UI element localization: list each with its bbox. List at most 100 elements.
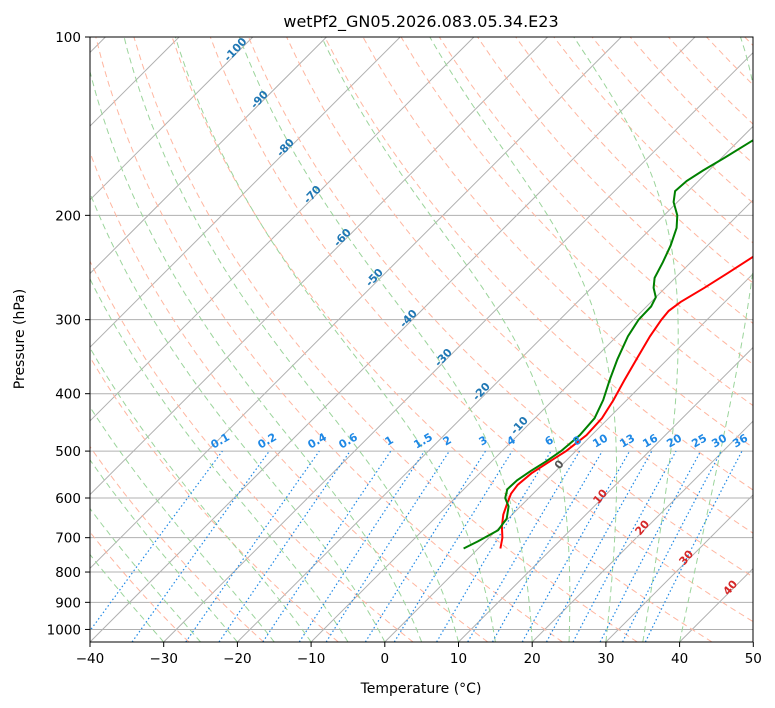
isotherm-line bbox=[163, 51, 753, 642]
isotherm-line bbox=[752, 641, 753, 642]
isotherm-line bbox=[90, 37, 327, 275]
dry-adiabat-line bbox=[515, 37, 753, 284]
dry-adiabat-label: -50 bbox=[363, 266, 386, 290]
moist-adiabat-line bbox=[90, 507, 201, 642]
moist-adiabat-line bbox=[429, 37, 618, 642]
y-tick-label: 700 bbox=[55, 531, 81, 547]
moist-adiabat-line bbox=[90, 191, 386, 642]
y-tick-label: 100 bbox=[55, 30, 81, 46]
mixing-ratio-label: 3 bbox=[477, 433, 490, 448]
mixing-ratio-line bbox=[90, 450, 223, 632]
mixing-ratio-label: 1 bbox=[383, 433, 396, 448]
dewpoint-line bbox=[463, 139, 753, 550]
background-grid bbox=[90, 37, 753, 642]
series-layer bbox=[463, 139, 753, 550]
dry-adiabat-line bbox=[209, 37, 753, 623]
y-tick-label: 800 bbox=[55, 565, 81, 581]
x-tick-label: 0 bbox=[381, 651, 390, 667]
isotherm-line bbox=[90, 37, 401, 348]
dry-adiabat-line bbox=[90, 445, 264, 642]
mixing-ratio-label: 10 bbox=[590, 431, 610, 450]
moist-adiabat-label: 10 bbox=[590, 486, 610, 506]
moist-adiabat-line bbox=[679, 37, 753, 642]
moist-adiabat-line bbox=[90, 277, 349, 642]
dry-adiabat-line bbox=[477, 37, 753, 325]
mixing-ratio-line bbox=[599, 450, 702, 642]
chart-title: wetPf2_GN05.2026.083.05.34.E23 bbox=[283, 12, 558, 32]
dry-adiabat-label: -80 bbox=[274, 136, 297, 160]
isotherm-line bbox=[531, 420, 753, 642]
dry-adiabat-label: -20 bbox=[470, 380, 493, 404]
mixing-ratio-label: 0.6 bbox=[337, 430, 361, 451]
moist-adiabat-label: 0 bbox=[552, 457, 567, 471]
moist-adiabat-label: 40 bbox=[720, 577, 740, 597]
annotation-layer: -100-90-80-70-60-50-40-30-20-100.1 0.2 0.4… bbox=[209, 35, 751, 598]
y-axis-label: Pressure (hPa) bbox=[12, 289, 28, 389]
x-tick-label: −40 bbox=[76, 651, 105, 667]
mixing-ratio-line bbox=[521, 450, 631, 642]
dry-adiabat-line bbox=[171, 37, 713, 642]
moist-adiabat-line bbox=[90, 458, 238, 642]
mixing-ratio-line bbox=[644, 450, 743, 642]
mixing-ratio-line bbox=[325, 450, 450, 642]
dry-adiabat-line bbox=[90, 356, 339, 642]
moist-adiabat-line bbox=[239, 37, 533, 642]
moist-adiabat-line bbox=[174, 37, 496, 642]
dry-adiabat-label: -90 bbox=[248, 88, 271, 112]
isotherm-line bbox=[90, 37, 696, 642]
mixing-ratio-line bbox=[572, 450, 677, 642]
mixing-ratio-line bbox=[298, 450, 425, 642]
x-tick-label: 50 bbox=[745, 651, 762, 667]
mixing-ratio-line bbox=[436, 450, 552, 642]
dry-adiabat-label: -30 bbox=[432, 346, 455, 370]
isotherm-line bbox=[679, 567, 753, 642]
mixing-ratio-line bbox=[393, 450, 513, 642]
y-tick-label: 200 bbox=[55, 208, 81, 224]
x-tick-label: −20 bbox=[223, 651, 252, 667]
y-tick-label: 600 bbox=[55, 491, 81, 507]
y-tick-label: 900 bbox=[55, 595, 81, 611]
isotherm-line bbox=[90, 37, 254, 201]
x-tick-label: −30 bbox=[149, 651, 178, 667]
moist-adiabat-line bbox=[321, 37, 571, 642]
moist-adiabat-label: 30 bbox=[676, 547, 696, 567]
x-tick-label: 40 bbox=[671, 651, 688, 667]
dry-adiabat-line bbox=[706, 37, 753, 86]
moist-adiabat-line bbox=[90, 406, 275, 642]
moist-adiabat-line bbox=[90, 346, 312, 642]
mixing-ratio-label: 20 bbox=[664, 431, 684, 450]
mixing-ratio-label: 0.1 bbox=[209, 430, 232, 451]
dry-adiabat-line bbox=[95, 37, 563, 642]
mixing-ratio-line bbox=[218, 450, 351, 642]
dry-adiabat-label: -100 bbox=[221, 35, 250, 64]
dry-adiabat-line bbox=[90, 260, 414, 642]
axes: −40 −30 −20 −10 0 10 20 30 40 5010020030040050060… bbox=[47, 30, 762, 667]
mixing-ratio-line bbox=[131, 450, 270, 642]
dry-adiabat-line bbox=[133, 37, 638, 642]
isotherm-line bbox=[90, 37, 622, 570]
plot-frame bbox=[89, 36, 754, 643]
isotherm-line bbox=[90, 37, 548, 496]
dry-adiabat-line bbox=[90, 531, 190, 642]
y-tick-label: 1000 bbox=[47, 622, 81, 638]
x-tick-label: −10 bbox=[297, 651, 326, 667]
x-tick-label: 10 bbox=[450, 651, 467, 667]
y-tick-label: 400 bbox=[55, 387, 81, 403]
isotherm-line bbox=[605, 494, 753, 642]
moist-adiabat-label: 20 bbox=[632, 517, 652, 537]
isotherm-line bbox=[90, 37, 475, 422]
mixing-ratio-line bbox=[185, 450, 320, 642]
dry-adiabat-label: -60 bbox=[331, 226, 354, 250]
y-tick-label: 300 bbox=[55, 313, 81, 329]
isotherm-line bbox=[237, 125, 753, 642]
dry-adiabat-label: -70 bbox=[301, 183, 324, 207]
mixing-ratio-label: 36 bbox=[730, 431, 750, 450]
isotherm-line bbox=[384, 273, 753, 642]
moist-adiabat-line bbox=[90, 69, 423, 642]
moist-adiabat-line bbox=[573, 37, 679, 642]
mixing-ratio-line bbox=[545, 450, 653, 642]
dry-adiabat-line bbox=[286, 37, 753, 534]
moist-adiabat-line bbox=[123, 37, 459, 642]
dry-adiabat-label: -40 bbox=[397, 307, 420, 331]
